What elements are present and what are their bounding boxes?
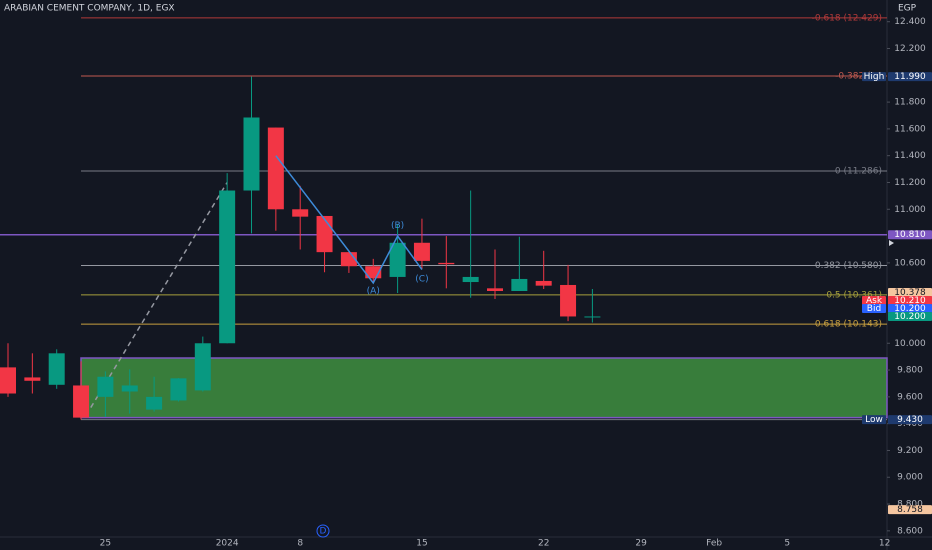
- price-label: 9.430: [897, 415, 923, 425]
- candle-body: [511, 278, 528, 292]
- price-label-box: [888, 287, 932, 297]
- wave-line: [275, 155, 423, 285]
- chart-title: ARABIAN CEMENT COMPANY, 1D, EGX: [4, 4, 175, 14]
- x-tick-label: 5: [784, 539, 790, 549]
- candle-body: [535, 280, 552, 286]
- x-tick-label: 25: [100, 539, 111, 549]
- y-tick-label: 9.800: [897, 366, 923, 376]
- candle-body: [438, 262, 455, 265]
- candle-body: [146, 396, 163, 410]
- fib-label: 0 (11.286): [835, 166, 882, 176]
- price-label-box: [888, 415, 932, 425]
- y-tick-label: 11.400: [894, 151, 926, 161]
- x-tick-label: 22: [538, 539, 549, 549]
- candle-body: [316, 215, 333, 253]
- y-tick-label: 10.000: [894, 339, 926, 349]
- x-tick-label: 15: [416, 539, 427, 549]
- price-tag: Bid: [867, 304, 881, 314]
- price-tag-box: [862, 303, 886, 313]
- y-tick-label: 9.200: [897, 446, 923, 456]
- x-tick-label: Feb: [706, 539, 722, 549]
- candle-body: [48, 353, 65, 385]
- y-tick-label: 8.800: [897, 500, 923, 510]
- candle-body: [73, 385, 90, 418]
- candle-body: [389, 242, 406, 277]
- fib-label: -0.618 (12.429): [812, 13, 882, 23]
- price-tag: High: [864, 72, 885, 82]
- candle-body: [487, 288, 503, 292]
- currency: EGP: [898, 4, 917, 14]
- x-tick-label: 29: [635, 539, 647, 549]
- y-tick-label: 12.200: [894, 44, 926, 54]
- fib-label: 0.382 (10.580): [815, 261, 882, 271]
- trendline: [90, 182, 228, 408]
- event-marker-label: D: [320, 527, 327, 537]
- price-tag: Ask: [866, 296, 883, 306]
- price-label-box: [888, 311, 932, 321]
- candle-body: [194, 343, 211, 391]
- price-label: 10.210: [894, 296, 926, 306]
- axis-arrow: [889, 240, 894, 246]
- candle-body: [24, 377, 41, 381]
- y-tick-label: 10.600: [894, 258, 926, 268]
- price-label-box: [888, 505, 932, 515]
- price-tag-box: [862, 295, 886, 305]
- price-label-box: [888, 303, 932, 313]
- y-tick-label: 11.000: [894, 205, 926, 215]
- fib-label: 0.618 (10.143): [815, 320, 882, 330]
- y-tick-label: 11.800: [894, 98, 926, 108]
- y-tick-label: 11.600: [894, 124, 926, 134]
- candle-body: [292, 209, 309, 217]
- price-label: 10.200: [894, 312, 926, 322]
- fib-label: -0.382 (11: [835, 71, 882, 81]
- candle-body: [170, 378, 187, 401]
- candle-body: [560, 284, 577, 317]
- candle-body: [584, 316, 601, 318]
- wave-label: (C): [415, 274, 428, 284]
- y-tick-label: 12.400: [894, 17, 926, 27]
- price-label: 10.810: [894, 230, 926, 240]
- x-tick-label: 12: [879, 539, 890, 549]
- candle-body: [267, 127, 284, 210]
- event-marker: [316, 524, 330, 538]
- y-tick-label: 9.000: [897, 473, 923, 483]
- candle-body: [0, 367, 16, 394]
- price-tag-box: [862, 72, 886, 82]
- price-label-box: [888, 72, 932, 82]
- x-tick-label: 8: [297, 539, 303, 549]
- price-label: 8.758: [897, 505, 923, 515]
- candle-body: [121, 385, 138, 392]
- y-tick-label: 9.400: [897, 419, 923, 429]
- candle-body: [243, 117, 260, 191]
- candle-body: [219, 190, 236, 344]
- price-label-box: [888, 295, 932, 305]
- candle-body: [413, 242, 430, 261]
- x-tick-label: 2024: [216, 539, 239, 549]
- price-label: 10.378: [894, 288, 926, 298]
- y-tick-label: 11.200: [894, 178, 926, 188]
- candle-body: [462, 276, 479, 283]
- y-tick-label: 8.600: [897, 526, 923, 536]
- candle-body: [97, 376, 114, 397]
- y-tick-label: 9.600: [897, 392, 923, 402]
- fib-label: 0.5 (10.361): [826, 290, 882, 300]
- price-label: 11.990: [894, 72, 926, 82]
- price-label: 10.200: [894, 304, 926, 314]
- wave-label: (A): [367, 287, 380, 297]
- wave-label: (B): [391, 221, 404, 231]
- price-tag: Low: [865, 415, 883, 425]
- price-label-box: [888, 230, 932, 240]
- price-tag-box: [862, 415, 886, 425]
